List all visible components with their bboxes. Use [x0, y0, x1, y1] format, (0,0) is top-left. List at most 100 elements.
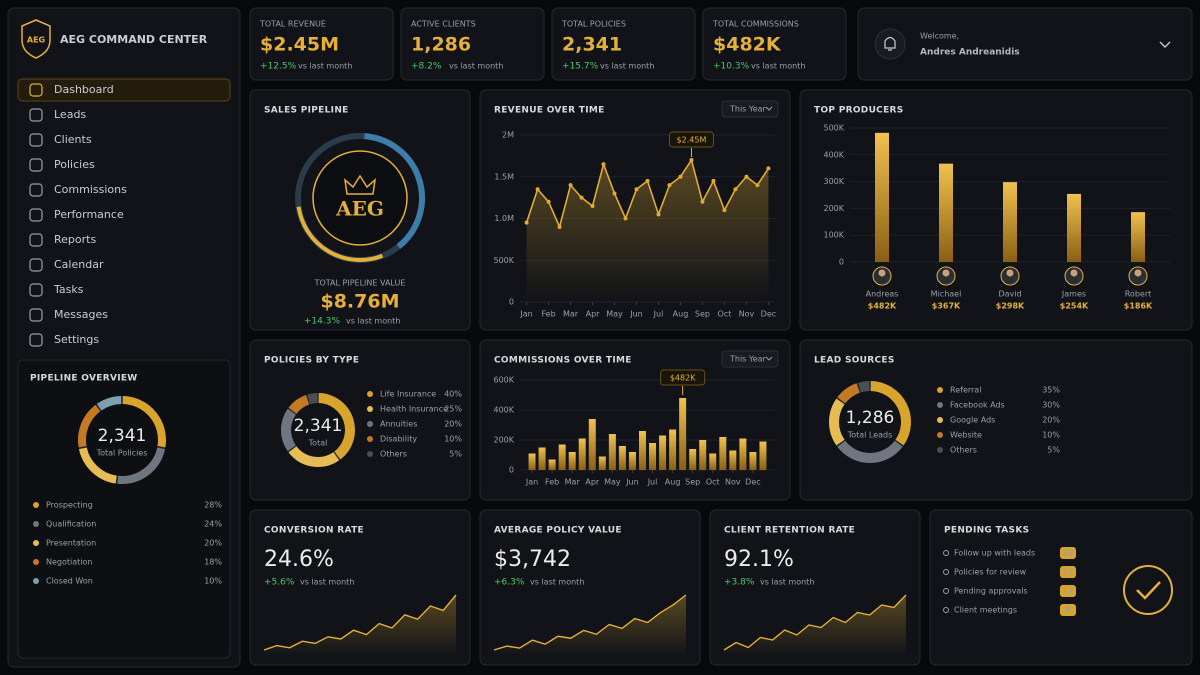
panel-title: PIPELINE OVERVIEW: [30, 374, 138, 384]
line-point: [689, 158, 694, 163]
donut-center-value: 2,341: [98, 426, 147, 446]
line-point: [744, 174, 749, 179]
bar: [1003, 182, 1017, 262]
task-badge: [1060, 585, 1076, 597]
bar: [628, 452, 636, 470]
task-label[interactable]: Follow up with leads: [954, 549, 1035, 558]
filter-chevron: [765, 106, 773, 111]
kpi-card: [702, 7, 847, 81]
bar: [659, 435, 667, 470]
x-tick-label: Jul: [647, 478, 658, 487]
task-count: 17: [1062, 568, 1073, 577]
filter-dropdown[interactable]: [721, 100, 779, 118]
x-tick-label: Jun: [625, 478, 639, 487]
x-tick-label: Dec: [761, 310, 776, 319]
donut-segment: [870, 381, 911, 446]
line-point: [568, 183, 573, 188]
nav-item[interactable]: Clients: [54, 133, 92, 146]
line-point: [535, 187, 540, 192]
bar: [548, 459, 556, 470]
x-tick-label: Mar: [563, 310, 579, 319]
task-dot: [943, 607, 949, 613]
legend-dot: [367, 451, 373, 457]
line-point: [722, 208, 727, 213]
panel-title: POLICIES BY TYPE: [264, 356, 359, 366]
legend-dot: [33, 521, 39, 527]
kpi-title: TOTAL POLICIES: [561, 20, 626, 29]
bar: [618, 446, 626, 470]
sparkline: [723, 594, 907, 651]
producer-name: Andreas: [866, 290, 899, 299]
crown-icon: [343, 174, 377, 195]
kpi-card: [400, 7, 545, 81]
nav-item[interactable]: Settings: [54, 333, 99, 346]
notification-button[interactable]: [874, 28, 906, 60]
nav-item[interactable]: Calendar: [54, 258, 104, 271]
user-name[interactable]: Andres Andreanidis: [920, 48, 1020, 58]
logo-text: AEG: [27, 36, 45, 45]
task-dot: [943, 569, 949, 575]
donut-center-label: Total Leads: [847, 431, 893, 440]
donut-segment: [837, 440, 903, 463]
user-menu-chevron[interactable]: [1159, 41, 1171, 48]
avatar-head: [878, 269, 886, 277]
metric-value: $3,742: [494, 547, 571, 572]
donut-center-label: Total Policies: [96, 449, 148, 458]
welcome-text: Welcome,: [920, 32, 959, 41]
pipeline-overview-card: [17, 359, 231, 659]
task-label[interactable]: Policies for review: [954, 568, 1027, 577]
nav-item[interactable]: Tasks: [53, 283, 84, 296]
line-point: [645, 178, 650, 183]
panel-title: PENDING TASKS: [944, 526, 1029, 536]
pipeline-change: +14.3%: [304, 317, 341, 327]
metric-change: +3.8%: [724, 578, 755, 588]
x-tick-label: Jan: [525, 478, 538, 487]
nav-item[interactable]: Messages: [54, 308, 108, 321]
task-label[interactable]: Client meetings: [954, 606, 1017, 615]
nav-item[interactable]: Dashboard: [54, 83, 114, 96]
pipeline-note: vs last month: [346, 317, 400, 326]
x-tick-label: Nov: [739, 310, 755, 319]
donut-segment: [117, 447, 166, 484]
line-point: [656, 212, 661, 217]
producer-value: $186K: [1124, 302, 1153, 311]
annotation: $2.45M: [677, 136, 707, 145]
filter-dropdown[interactable]: [721, 350, 779, 368]
x-tick-label: Apr: [586, 310, 601, 319]
panel-title: LEAD SOURCES: [814, 356, 895, 366]
kpi-card: [249, 7, 394, 81]
legend-label: Referral: [950, 386, 981, 395]
legend-label: Presentation: [46, 539, 96, 548]
legend-value: 18%: [204, 558, 222, 567]
legend-label: Website: [950, 431, 982, 440]
bar: [568, 452, 576, 470]
nav-item[interactable]: Performance: [54, 208, 124, 221]
nav-item[interactable]: Reports: [54, 233, 96, 246]
metric-note: vs last month: [530, 578, 584, 587]
task-label[interactable]: Pending approvals: [954, 587, 1028, 596]
annotation: $482K: [670, 374, 696, 383]
kpi-change: +8.2%: [411, 62, 442, 72]
legend-dot: [33, 502, 39, 508]
brand-title: AEG COMMAND CENTER: [60, 33, 208, 46]
metric-value: 24.6%: [264, 547, 334, 572]
nav-icon: [29, 158, 43, 172]
producer-name: Robert: [1125, 290, 1152, 299]
legend-label: Others: [950, 446, 977, 455]
nav-icon: [29, 258, 43, 272]
y-tick-label: 200K: [493, 436, 514, 445]
line-point: [634, 187, 639, 192]
metric-note: vs last month: [760, 578, 814, 587]
nav-item[interactable]: Commissions: [54, 183, 127, 196]
nav-item[interactable]: Policies: [54, 158, 95, 171]
donut-segment: [122, 396, 166, 448]
kpi-value: $2.45M: [260, 34, 339, 56]
annotation-box: [668, 131, 714, 148]
x-tick-label: Jan: [519, 310, 532, 319]
line-point: [612, 191, 617, 196]
nav-icon: [29, 83, 43, 97]
nav-icon: [29, 208, 43, 222]
line-point: [678, 174, 683, 179]
kpi-value: $482K: [713, 34, 782, 56]
nav-item[interactable]: Leads: [54, 108, 86, 121]
